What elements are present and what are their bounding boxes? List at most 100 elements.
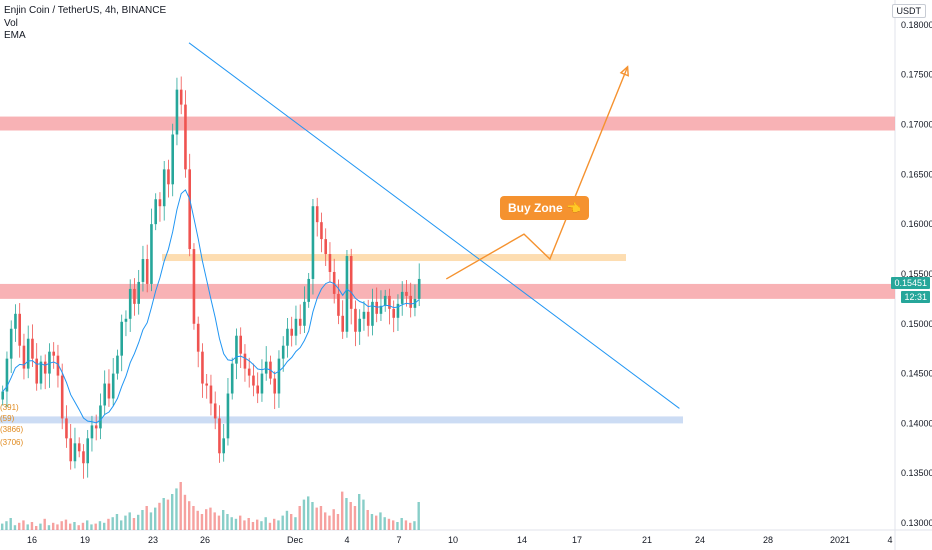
candle-body <box>171 134 174 185</box>
volume-bar <box>294 517 297 530</box>
volume-bar <box>222 510 225 530</box>
volume-bar <box>268 522 272 530</box>
x-tick-label: 4 <box>344 535 349 545</box>
candle-body <box>18 313 21 346</box>
volume-bar <box>60 521 63 530</box>
volume-bar <box>5 521 8 530</box>
volume-bar <box>158 502 161 530</box>
y-tick-label: 0.18000 <box>901 20 932 30</box>
volume-bar <box>311 502 314 530</box>
candle-body <box>192 249 196 324</box>
candle-body <box>196 323 200 352</box>
volume-bar <box>47 525 51 530</box>
candle-body <box>375 301 378 314</box>
candle-body <box>362 311 366 319</box>
candle-body <box>175 89 179 135</box>
volume-bar <box>413 521 416 530</box>
candle-body <box>43 361 47 374</box>
volume-bar <box>154 507 157 530</box>
candle-body <box>366 311 370 326</box>
candle-body <box>158 199 162 207</box>
x-tick-label: 21 <box>642 535 652 545</box>
volume-bar <box>404 520 408 530</box>
candle-body <box>345 256 349 332</box>
y-tick-label: 0.14500 <box>901 369 932 379</box>
candle-body <box>239 335 242 354</box>
candle-body <box>405 291 408 296</box>
candle-body <box>22 345 26 369</box>
volume-bar <box>298 506 301 530</box>
candle-body <box>5 358 9 392</box>
candle-body <box>99 405 102 429</box>
volume-bar <box>192 506 195 530</box>
candle-body <box>35 358 38 384</box>
currency-badge[interactable]: USDT <box>891 4 926 18</box>
volume-bar <box>196 510 199 530</box>
candle-body <box>396 303 400 318</box>
volume-bar <box>349 502 352 530</box>
candle-body <box>392 308 395 318</box>
y-tick-label: 0.16000 <box>901 219 932 229</box>
candle-body <box>1 391 4 400</box>
volume-bar <box>358 494 361 530</box>
candle-body <box>52 351 55 356</box>
candle-body <box>417 278 421 299</box>
volume-bar <box>149 512 153 530</box>
volume-bar <box>137 514 140 530</box>
volume-bar <box>52 522 55 530</box>
candle-body <box>311 206 315 279</box>
volume-bar <box>400 518 403 530</box>
volume-bar <box>111 517 114 530</box>
candle-body <box>358 318 361 332</box>
volume-bar <box>273 518 276 530</box>
candle-body <box>145 259 149 284</box>
candle-body <box>128 288 132 319</box>
x-tick-label: 17 <box>572 535 582 545</box>
candle-body <box>111 373 115 399</box>
volume-bar <box>285 510 289 530</box>
candle-body <box>277 358 281 394</box>
x-tick-label: 19 <box>80 535 90 545</box>
candle-body <box>226 393 230 439</box>
candle-body <box>90 425 94 439</box>
volume-bar <box>226 514 229 530</box>
candle-body <box>256 385 259 394</box>
volume-bar <box>200 514 204 530</box>
volume-bar <box>251 522 255 530</box>
volume-bar <box>56 524 59 530</box>
volume-bar <box>128 512 131 530</box>
candle-body <box>14 313 17 329</box>
volume-bar <box>64 519 68 530</box>
volume-bar <box>43 518 46 530</box>
candle-body <box>150 224 153 284</box>
volume-bar <box>319 506 323 530</box>
ema-indicator-label[interactable]: EMA <box>4 30 26 41</box>
chart-symbol-title: Enjin Coin / TetherUS, 4h, BINANCE <box>4 5 167 16</box>
volume-bar <box>94 523 97 530</box>
volume-indicator-label[interactable]: Vol <box>4 18 18 29</box>
candle-body <box>179 89 183 105</box>
y-tick-label: 0.17000 <box>901 120 932 130</box>
volume-bar <box>277 520 280 530</box>
y-tick-label: 0.17500 <box>901 70 932 80</box>
candle-body <box>230 363 234 394</box>
volume-bar <box>98 521 102 530</box>
candle-body <box>39 361 43 384</box>
candle-body <box>307 278 310 302</box>
candle-body <box>73 443 77 462</box>
volume-bar <box>13 525 17 530</box>
x-tick-label: 24 <box>695 535 705 545</box>
volume-bar <box>345 498 348 530</box>
candle-body <box>383 295 387 306</box>
candle-body <box>218 418 221 454</box>
volume-bar <box>370 514 374 530</box>
volume-bar <box>315 507 318 530</box>
candle-body <box>162 169 166 207</box>
volume-bar <box>115 514 119 530</box>
y-tick-label: 0.14000 <box>901 418 932 428</box>
candle-body <box>188 169 191 250</box>
volume-bar <box>22 520 25 530</box>
candle-body <box>388 295 391 309</box>
volume-bar <box>234 518 238 530</box>
